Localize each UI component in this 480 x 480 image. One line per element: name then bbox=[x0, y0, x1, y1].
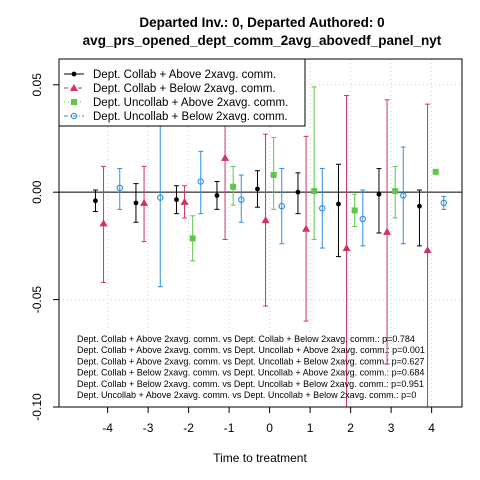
p-value-annotation: Dept. Uncollab + Above 2xavg. comm. vs D… bbox=[77, 390, 416, 400]
data-point bbox=[359, 215, 367, 223]
p-value-annotation: Dept. Collab + Below 2xavg. comm. vs Dep… bbox=[77, 368, 424, 378]
y-tick-label: 0.00 bbox=[30, 180, 44, 204]
legend-label: Dept. Uncollab + Below 2xavg. comm. bbox=[93, 111, 288, 123]
p-value-annotation: Dept. Collab + Above 2xavg. comm. vs Dep… bbox=[77, 345, 425, 355]
data-point bbox=[311, 188, 318, 195]
x-tick-label: 0 bbox=[266, 421, 273, 435]
data-point bbox=[238, 196, 245, 203]
data-point bbox=[261, 216, 270, 224]
chart-title-line2: avg_prs_opened_dept_comm_2avg_abovedf_pa… bbox=[83, 33, 442, 48]
data-point bbox=[133, 200, 139, 206]
data-point bbox=[174, 197, 179, 203]
legend-marker bbox=[70, 84, 78, 91]
legend-label: Dept. Collab + Above 2xavg. comm. bbox=[93, 69, 276, 81]
x-tick-label: -2 bbox=[183, 421, 194, 435]
data-point bbox=[383, 227, 392, 235]
data-point bbox=[93, 198, 98, 204]
data-point bbox=[392, 188, 399, 195]
x-tick-label: 1 bbox=[307, 421, 314, 435]
data-point bbox=[351, 207, 358, 214]
y-tick-label: -0.05 bbox=[30, 286, 44, 314]
p-value-annotations: Dept. Collab + Above 2xavg. comm. vs Dep… bbox=[77, 334, 425, 400]
x-tick-label: 3 bbox=[388, 421, 395, 435]
p-value-annotation: Dept. Collab + Above 2xavg. comm. vs Dep… bbox=[77, 334, 415, 344]
data-point bbox=[214, 193, 220, 198]
legend-marker bbox=[71, 71, 77, 77]
data-point bbox=[197, 178, 205, 185]
data-point bbox=[376, 191, 382, 197]
data-point bbox=[423, 246, 432, 254]
data-point bbox=[180, 197, 189, 205]
legend-box bbox=[58, 58, 306, 127]
legend-label: Dept. Collab + Below 2xavg. comm. bbox=[93, 83, 275, 95]
data-point bbox=[295, 189, 301, 195]
p-value-annotation: Dept. Collab + Below 2xavg. comm. vs Dep… bbox=[77, 379, 424, 389]
p-value-annotation: Dept. Collab + Above 2xavg. comm. vs Dep… bbox=[77, 356, 424, 366]
x-tick-label: 2 bbox=[347, 421, 354, 435]
legend-marker bbox=[70, 112, 78, 120]
x-tick-label: -3 bbox=[143, 421, 154, 435]
data-point bbox=[270, 172, 277, 178]
data-point bbox=[221, 153, 230, 161]
y-tick-label: -0.10 bbox=[30, 393, 44, 421]
data-point bbox=[140, 198, 149, 206]
data-point bbox=[302, 224, 311, 232]
legend-label: Dept. Uncollab + Above 2xavg. comm. bbox=[93, 97, 288, 109]
data-point bbox=[189, 235, 196, 242]
legend-marker bbox=[71, 99, 77, 105]
legend: Dept. Collab + Above 2xavg. comm. Dept. C… bbox=[58, 58, 306, 127]
data-point bbox=[278, 202, 286, 210]
x-tick-label: 4 bbox=[428, 421, 435, 435]
series-layer bbox=[92, 75, 448, 408]
data-point bbox=[336, 201, 341, 207]
data-point bbox=[342, 244, 351, 252]
data-point bbox=[417, 203, 422, 209]
data-point bbox=[255, 186, 260, 192]
data-point bbox=[440, 199, 448, 207]
chart-title-line1: Departed Inv.: 0, Departed Authored: 0 bbox=[139, 15, 384, 30]
data-point bbox=[400, 192, 407, 199]
data-point bbox=[99, 219, 108, 227]
x-tick-label: -4 bbox=[102, 421, 113, 435]
data-point bbox=[230, 183, 237, 190]
data-point bbox=[157, 194, 164, 201]
axes: -4 -3 -2 -1 0 1 2 3 4 -0.10 -0.05 0.00 0.05 bbox=[30, 73, 435, 435]
x-tick-label: -1 bbox=[224, 421, 235, 435]
y-tick-label: 0.05 bbox=[30, 73, 44, 97]
data-point bbox=[319, 205, 326, 212]
data-point bbox=[432, 168, 439, 175]
data-point bbox=[116, 184, 124, 192]
x-axis-label: Time to treatment bbox=[213, 451, 307, 465]
